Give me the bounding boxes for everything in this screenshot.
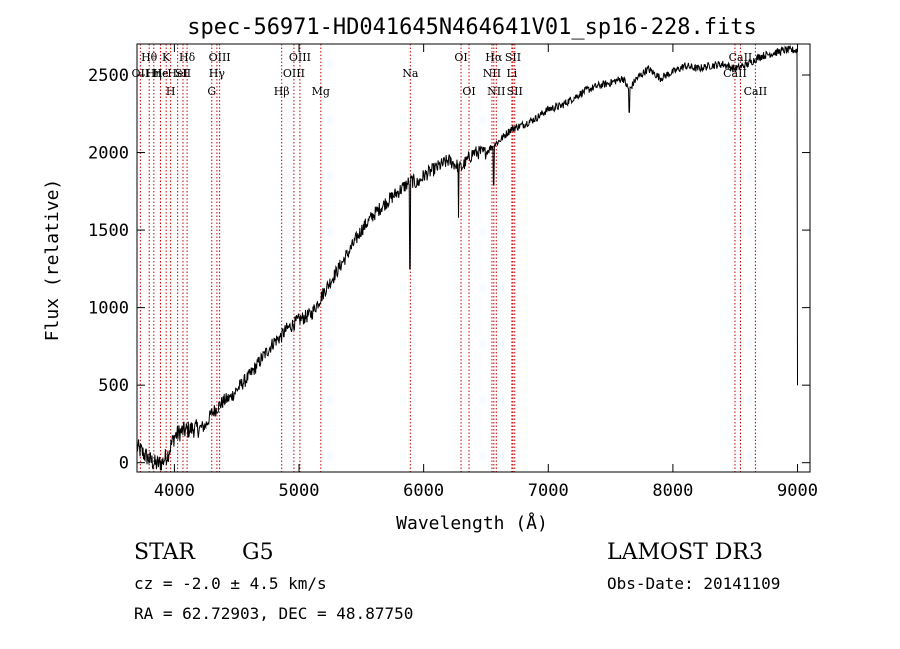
y-axis: 0 500 1000 1500 2000 2500: [88, 66, 810, 474]
object-class: STAR: [134, 540, 195, 565]
y-tick-label: 2500: [88, 66, 129, 86]
line-label: SII: [507, 85, 523, 98]
line-label: Hη: [146, 67, 162, 80]
line-label: OIII: [283, 67, 305, 80]
line-label: CaII: [723, 67, 747, 80]
redshift-velocity: cz = -2.0 ± 4.5 km/s: [134, 574, 327, 593]
line-label: Hε: [153, 67, 169, 80]
line-label: Mg: [312, 85, 330, 98]
x-tick-label: 5000: [279, 481, 320, 501]
plot-frame: [136, 43, 811, 473]
line-label: Li: [506, 67, 517, 80]
y-tick-label: 1000: [88, 299, 129, 319]
y-tick-label: 0: [119, 454, 129, 474]
x-tick-label: 4000: [154, 481, 195, 501]
line-label: OII: [132, 67, 150, 80]
series-layer: [136, 44, 798, 471]
line-label: Hδ: [179, 51, 196, 64]
observation-date: Obs-Date: 20141109: [607, 574, 781, 593]
line-label: Hα: [485, 51, 503, 64]
y-tick-label: 1500: [88, 221, 129, 241]
x-tick-label: 6000: [403, 481, 444, 501]
line-label: Na: [402, 67, 419, 80]
line-label: OIII: [289, 51, 311, 64]
y-axis-label: Flux (relative): [42, 179, 63, 342]
series-line-flux: [136, 44, 798, 471]
line-label: OI: [462, 85, 475, 98]
line-label: SII: [175, 67, 191, 80]
x-axis: 4000 5000 6000 7000 8000 9000: [154, 44, 818, 501]
object-subclass: G5: [242, 540, 274, 565]
line-label: H: [166, 85, 176, 98]
line-label: OIII: [209, 51, 231, 64]
x-tick-label: 7000: [528, 481, 569, 501]
chart-title: spec-56971-HD041645N464641V01_sp16-228.f…: [187, 15, 757, 40]
line-label: Hγ: [209, 67, 226, 80]
line-label: CaII: [744, 85, 768, 98]
line-label: NII: [483, 67, 501, 80]
line-label: NII: [487, 85, 505, 98]
y-tick-label: 2000: [88, 144, 129, 164]
x-tick-label: 9000: [777, 481, 818, 501]
line-label: K: [162, 51, 171, 64]
line-label: SII: [505, 51, 521, 64]
spectral-line-markers: [139, 44, 756, 472]
x-tick-label: 8000: [652, 481, 693, 501]
line-label: He: [152, 67, 168, 80]
coordinates: RA = 62.72903, DEC = 48.87750: [134, 604, 414, 623]
line-label: CaII: [729, 51, 753, 64]
y-tick-label: 500: [98, 376, 129, 396]
line-label: Hβ: [274, 85, 290, 98]
line-label: Hθ: [141, 51, 158, 64]
line-label: G: [207, 85, 216, 98]
x-axis-label: Wavelength (Å): [396, 512, 548, 534]
line-label: OI: [454, 51, 467, 64]
survey-name: LAMOST DR3: [607, 540, 763, 565]
line-label: HeI: [167, 67, 187, 80]
